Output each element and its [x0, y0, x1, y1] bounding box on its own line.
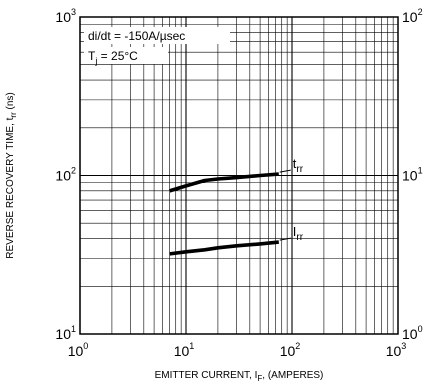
series-line-irr_label — [169, 240, 279, 256]
x-tick-label: 102 — [280, 341, 301, 359]
curve-label-trr_label: trr — [293, 156, 304, 175]
curve-leader-irr_label — [279, 237, 291, 241]
y-axis-label: REVERSE RECOVERY TIME, trr (ns) — [5, 92, 18, 258]
y-tick-label-left: 102 — [55, 166, 76, 184]
y-tick-label-right: 101 — [402, 166, 423, 184]
annotation-background — [84, 47, 168, 64]
axis-labels: EMITTER CURRENT, IF, (AMPERES) REVERSE RE… — [5, 92, 323, 383]
y-tick-label-left: 103 — [55, 7, 76, 25]
y-tick-label-right: 102 — [402, 7, 423, 25]
x-tick-label: 100 — [68, 341, 89, 359]
y-tick-label-left: 101 — [55, 324, 76, 342]
x-tick-label: 103 — [386, 341, 407, 359]
curve-label-irr_label: Irr — [293, 224, 304, 243]
series-layer: trr Irr — [169, 156, 304, 256]
annotation-layer: di/dt = -150A/µsec Tj = 25°C — [84, 27, 230, 66]
plot-frame — [79, 16, 399, 335]
y-tick-label-right: 100 — [402, 324, 423, 342]
annotation-didt: di/dt = -150A/µsec — [88, 29, 185, 43]
x-tick-label: 101 — [174, 341, 195, 359]
annotation-temperature: Tj = 25°C — [88, 49, 138, 66]
series-line-trr_label — [169, 172, 279, 193]
curve-leader-trr_label — [279, 169, 291, 173]
x-axis-label: EMITTER CURRENT, IF, (AMPERES) — [155, 370, 324, 383]
annotation-background — [84, 27, 230, 44]
